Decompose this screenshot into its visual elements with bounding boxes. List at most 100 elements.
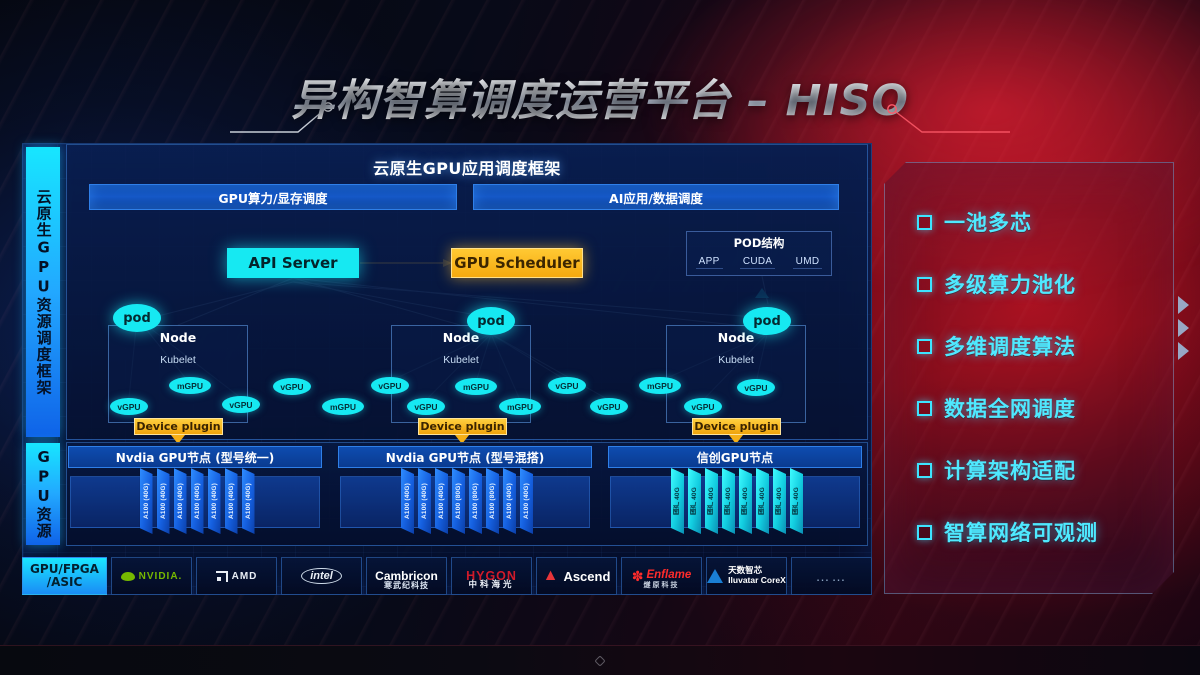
checkbox-icon[interactable] bbox=[917, 401, 932, 416]
gpu-card-label: 国产 40G bbox=[707, 486, 715, 516]
gpu-card[interactable]: 国产 40G bbox=[705, 468, 718, 534]
device-plugin-badge[interactable]: Device plugin bbox=[134, 418, 223, 435]
gpu-card-label: A100 (40G) bbox=[227, 483, 235, 519]
gpu-scheduler-box[interactable]: GPU Scheduler bbox=[451, 248, 583, 278]
gpu-card[interactable]: A100 (80G) bbox=[469, 468, 482, 534]
pod-badge[interactable]: pod bbox=[467, 307, 515, 335]
vendor-hygon[interactable]: HYGON 中科海光 bbox=[451, 557, 532, 595]
vendor-iluvatar[interactable]: 天数智芯 Iluvatar CoreX bbox=[706, 557, 787, 595]
vendor-gpu-fpga-asic-label: GPU/FPGA/ASIC bbox=[30, 562, 99, 589]
gpu-node-group-label[interactable]: Nvdia GPU节点 (型号混搭) bbox=[338, 446, 592, 468]
vgpu-badge[interactable]: vGPU bbox=[684, 398, 722, 415]
gpu-card[interactable]: A100 (40G) bbox=[140, 468, 153, 534]
band-gpu-compute-label: GPU算力/显存调度 bbox=[218, 190, 328, 206]
gpu-badge-label: vGPU bbox=[117, 401, 141, 412]
vgpu-badge[interactable]: vGPU bbox=[548, 377, 586, 394]
device-plugin-badge[interactable]: Device plugin bbox=[418, 418, 507, 435]
gpu-card[interactable]: A100 (80G) bbox=[452, 468, 465, 534]
vgpu-badge[interactable]: vGPU bbox=[273, 378, 311, 395]
feature-label: 计算架构适配 bbox=[944, 459, 1076, 483]
device-plugin-label: Device plugin bbox=[420, 420, 505, 433]
band-ai-application[interactable]: AI应用/数据调度 bbox=[473, 184, 839, 210]
feature-item[interactable]: 多级算力池化 bbox=[917, 253, 1161, 315]
vgpu-badge[interactable]: vGPU bbox=[737, 379, 775, 396]
gpu-card-label: A100 (40G) bbox=[142, 483, 150, 519]
gpu-card-label: 国产 40G bbox=[673, 486, 681, 516]
gpu-card-label: 国产 40G bbox=[792, 486, 800, 516]
vgpu-badge[interactable]: vGPU bbox=[590, 398, 628, 415]
gpu-card[interactable]: A100 (40G) bbox=[418, 468, 431, 534]
gpu-card[interactable]: 国产 40G bbox=[671, 468, 684, 534]
checkbox-icon[interactable] bbox=[917, 525, 932, 540]
gpu-card[interactable]: A100 (80G) bbox=[486, 468, 499, 534]
feature-item[interactable]: 多维调度算法 bbox=[917, 315, 1161, 377]
gpu-card[interactable]: A100 (40G) bbox=[503, 468, 516, 534]
node-name: Node bbox=[717, 330, 755, 345]
pod-layer-app: APP bbox=[695, 256, 723, 269]
gpu-card[interactable]: A100 (40G) bbox=[435, 468, 448, 534]
vendor-iluvatar-cn: 天数智芯 bbox=[728, 565, 763, 576]
gpu-node-group-label[interactable]: Nvdia GPU节点 (型号统一) bbox=[68, 446, 322, 468]
vendor-ascend[interactable]: ▲ Ascend bbox=[536, 557, 617, 595]
gpu-card[interactable]: 国产 40G bbox=[773, 468, 786, 534]
gpu-card[interactable]: A100 (40G) bbox=[208, 468, 221, 534]
gpu-badge-label: mGPU bbox=[507, 401, 533, 412]
checkbox-icon[interactable] bbox=[917, 339, 932, 354]
api-server-box[interactable]: API Server bbox=[227, 248, 359, 278]
gpu-badge-label: mGPU bbox=[463, 381, 489, 392]
bottom-marker-icon bbox=[594, 655, 606, 667]
vendor-amd[interactable]: AMD bbox=[196, 557, 277, 595]
mgpu-badge[interactable]: mGPU bbox=[455, 378, 497, 395]
gpu-card[interactable]: 国产 40G bbox=[722, 468, 735, 534]
vgpu-badge[interactable]: vGPU bbox=[110, 398, 148, 415]
vendor-amd-label: AMD bbox=[231, 570, 258, 582]
vendor-nvidia[interactable]: NVIDIA. bbox=[111, 557, 192, 595]
feature-item[interactable]: 计算架构适配 bbox=[917, 439, 1161, 501]
checkbox-icon[interactable] bbox=[917, 277, 932, 292]
vendor-enflame[interactable]: ✽ Enflame 燧原科技 bbox=[621, 557, 702, 595]
mgpu-badge[interactable]: mGPU bbox=[169, 377, 211, 394]
gpu-card[interactable]: 国产 40G bbox=[756, 468, 769, 534]
device-plugin-badge[interactable]: Device plugin bbox=[692, 418, 781, 435]
gpu-card-label: A100 (40G) bbox=[404, 483, 411, 519]
mgpu-badge[interactable]: mGPU bbox=[499, 398, 541, 415]
feature-item[interactable]: 一池多芯 bbox=[917, 191, 1161, 253]
vendor-enflame-sub: 燧原科技 bbox=[643, 582, 680, 589]
gpu-card-label: A100 (40G) bbox=[523, 483, 530, 519]
gpu-card[interactable]: A100 (40G) bbox=[191, 468, 204, 534]
gpu-card[interactable]: A100 (40G) bbox=[401, 468, 414, 534]
gpu-card[interactable]: 国产 40G bbox=[688, 468, 701, 534]
gpu-card[interactable]: A100 (40G) bbox=[157, 468, 170, 534]
feature-item[interactable]: 智算网络可观测 bbox=[917, 501, 1161, 563]
pod-badge[interactable]: pod bbox=[743, 307, 791, 335]
gpu-node-group-label[interactable]: 信创GPU节点 bbox=[608, 446, 862, 468]
gpu-card[interactable]: 国产 40G bbox=[739, 468, 752, 534]
gpu-card[interactable]: A100 (40G) bbox=[242, 468, 255, 534]
gpu-card[interactable]: A100 (40G) bbox=[520, 468, 533, 534]
vendor-more[interactable]: …… bbox=[791, 557, 872, 595]
vendor-gpu-fpga-asic[interactable]: GPU/FPGA/ASIC bbox=[22, 557, 107, 595]
gpu-card[interactable]: A100 (40G) bbox=[174, 468, 187, 534]
vendor-intel[interactable]: intel bbox=[281, 557, 362, 595]
gpu-card[interactable]: 国产 40G bbox=[790, 468, 803, 534]
kubelet-label: Kubelet bbox=[160, 354, 196, 366]
mgpu-badge[interactable]: mGPU bbox=[639, 377, 681, 394]
feature-label: 智算网络可观测 bbox=[944, 521, 1098, 545]
pod-badge[interactable]: pod bbox=[113, 304, 161, 332]
band-gpu-compute[interactable]: GPU算力/显存调度 bbox=[89, 184, 457, 210]
gpu-card-stack: A100 (40G) A100 (40G) A100 (40G) A100 (40G)… bbox=[68, 468, 322, 538]
gpu-card[interactable]: A100 (40G) bbox=[225, 468, 238, 534]
feature-label: 多级算力池化 bbox=[944, 273, 1076, 297]
vendor-cambricon[interactable]: Cambricon 寒武纪科技 bbox=[366, 557, 447, 595]
vgpu-badge[interactable]: vGPU bbox=[407, 398, 445, 415]
feature-item[interactable]: 数据全网调度 bbox=[917, 377, 1161, 439]
vendor-iluvatar-label: 天数智芯 Iluvatar CoreX bbox=[728, 565, 786, 586]
mgpu-badge[interactable]: mGPU bbox=[322, 398, 364, 415]
checkbox-icon[interactable] bbox=[917, 215, 932, 230]
vgpu-badge[interactable]: vGPU bbox=[371, 377, 409, 394]
gpu-badge-label: vGPU bbox=[691, 401, 715, 412]
sidebar-cloud-native-label: 云原生GPU资源调度框架 bbox=[34, 188, 53, 396]
checkbox-icon[interactable] bbox=[917, 463, 932, 478]
vgpu-badge[interactable]: vGPU bbox=[222, 396, 260, 413]
